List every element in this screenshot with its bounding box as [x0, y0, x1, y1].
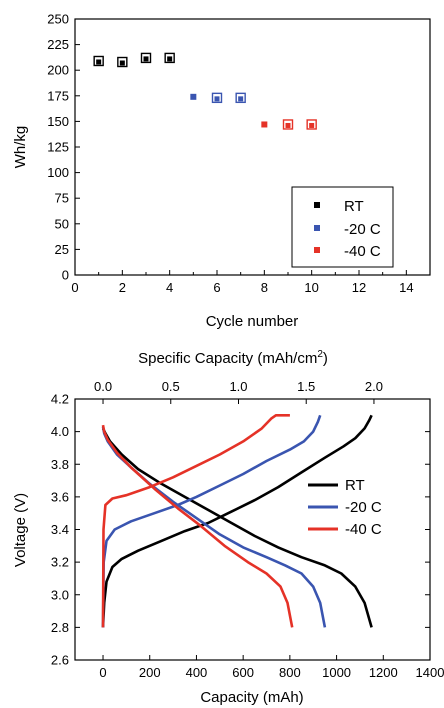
bottom-legend: RT -20 C -40 C: [308, 477, 382, 538]
top-secondary-x-tick-label: 0.5: [162, 379, 180, 394]
series-line-discharge: [101, 427, 373, 628]
data-point-inner: [285, 122, 291, 128]
bottom-y-tick-label: 2.8: [51, 620, 69, 635]
top-y-tick-label: 50: [55, 216, 69, 231]
data-point-inner: [167, 56, 173, 62]
data-point-open: [93, 55, 104, 67]
data-point-filled: [190, 93, 197, 100]
series-line-charge: [101, 414, 290, 628]
bottom-x-tick-label: 800: [279, 665, 301, 680]
top-y-tick-label: 75: [55, 191, 69, 206]
data-point-open: [164, 52, 175, 64]
bottom-x-tick-label: 1200: [369, 665, 398, 680]
top-y-tick-label: 200: [47, 63, 69, 78]
bottom-x-tick-label: 1000: [322, 665, 351, 680]
bottom-x-tick-label: 400: [186, 665, 208, 680]
bottom-x-tick-label: 200: [139, 665, 161, 680]
data-point-inner: [119, 60, 125, 66]
data-point-inner: [143, 56, 149, 62]
energy-density-chart: 0 2 4 6 8 10 12 140255075100125150175200225250 …: [12, 12, 431, 330]
bottom-y-tick-label: 3.2: [51, 555, 69, 570]
top-x-tick-label: 10: [304, 280, 318, 295]
data-point-open: [306, 119, 317, 130]
bottom-y-axis-label: Voltage (V): [12, 493, 29, 567]
top-x-axis-label: Cycle number: [206, 313, 299, 330]
data-point-open: [282, 119, 294, 130]
legend-label-minus20-2: -20 C: [345, 499, 382, 516]
top-y-tick-label: 225: [47, 37, 69, 52]
top-y-tick-label: 25: [55, 242, 69, 257]
bottom-y-tick-label: 3.0: [51, 587, 69, 602]
top-legend: RT -20 C -40 C: [291, 186, 394, 268]
top-y-tick-label: 250: [47, 12, 69, 27]
legend-swatch-minus40: [314, 247, 320, 253]
series-line-discharge: [101, 424, 294, 628]
top-y-axis-label: Wh/kg: [12, 126, 29, 169]
bottom-x-tick-label: 600: [232, 665, 254, 680]
series-line-charge: [101, 414, 322, 628]
top-x-tick-label: 2: [119, 280, 126, 295]
top-secondary-x-tick-label: 0.0: [94, 379, 112, 394]
top-secondary-x-axis-label: Specific Capacity (mAh/cm2): [138, 349, 328, 367]
legend-label-minus40: -40 C: [344, 243, 381, 260]
top-x-tick-label: 0: [71, 280, 78, 295]
data-point-open: [235, 92, 246, 104]
data-point-inner: [309, 122, 315, 128]
bottom-y-tick-label: 4.0: [51, 424, 69, 439]
series-line-charge: [101, 414, 373, 628]
top-y-tick-label: 175: [47, 88, 69, 103]
data-point-inner: [238, 96, 244, 102]
bottom-x-axis-label: Capacity (mAh): [200, 689, 303, 706]
bottom-y-tick-label: 3.8: [51, 457, 69, 472]
top-secondary-x-tick-label: 2.0: [365, 379, 383, 394]
top-x-tick-label: 12: [352, 280, 366, 295]
top-y-tick-label: 125: [47, 140, 69, 155]
top-x-tick-label: 4: [166, 280, 173, 295]
data-point-open: [140, 52, 152, 64]
legend-swatch-minus20: [314, 225, 320, 231]
data-point-inner: [96, 59, 102, 65]
bottom-y-tick-label: 4.2: [51, 392, 69, 407]
top-legend-box: [291, 186, 394, 268]
top-y-tick-label: 100: [47, 165, 69, 180]
bottom-y-tick-label: 3.4: [51, 522, 69, 537]
legend-swatch-rt: [314, 202, 320, 208]
bottom-y-tick-label: 2.6: [51, 653, 69, 668]
bottom-y-tick-label: 3.6: [51, 489, 69, 504]
data-point-open: [117, 56, 128, 68]
legend-label-minus20: -20 C: [344, 221, 381, 238]
top-secondary-x-tick-label: 1.0: [229, 379, 247, 394]
legend-label-rt: RT: [344, 198, 364, 215]
bottom-x-tick-label: 1400: [416, 665, 444, 680]
data-point-open: [211, 92, 223, 104]
top-secondary-x-tick-label: 1.5: [297, 379, 315, 394]
data-point-filled: [261, 121, 268, 128]
legend-label-minus40-2: -40 C: [345, 521, 382, 538]
bottom-x-tick-label: 0: [99, 665, 106, 680]
top-y-tick-label: 0: [62, 268, 69, 283]
data-point-inner: [214, 96, 220, 102]
top-x-tick-label: 14: [399, 280, 413, 295]
top-y-tick-label: 150: [47, 114, 69, 129]
top-x-tick-label: 8: [261, 280, 268, 295]
top-x-tick-label: 6: [213, 280, 220, 295]
voltage-capacity-chart: Specific Capacity (mAh/cm2) 0 200 400 600 80…: [12, 349, 444, 706]
legend-label-rt-2: RT: [345, 477, 365, 494]
